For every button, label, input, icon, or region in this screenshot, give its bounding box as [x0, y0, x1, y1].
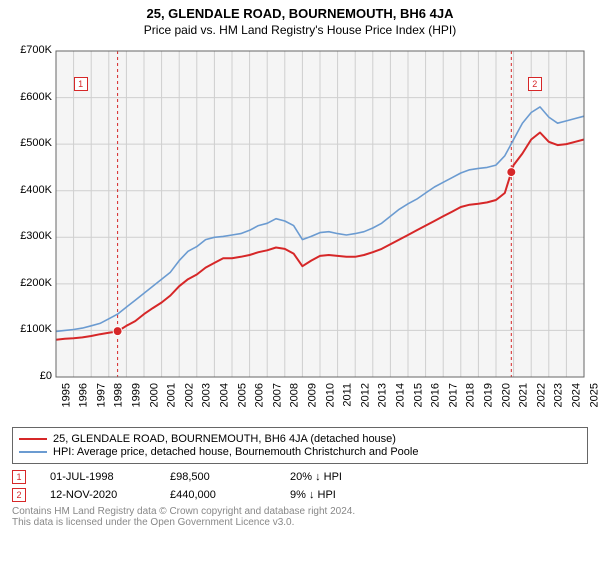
x-axis-label: 2011 [342, 383, 354, 407]
data-point-pct: 9% ↓ HPI [290, 489, 410, 501]
y-axis-label: £200K [20, 277, 52, 289]
x-axis-label: 2007 [271, 383, 283, 407]
x-axis-label: 2001 [166, 383, 178, 407]
data-point-price: £440,000 [170, 489, 290, 501]
legend: 25, GLENDALE ROAD, BOURNEMOUTH, BH6 4JA … [12, 427, 588, 464]
x-axis-label: 2015 [412, 383, 424, 407]
chart-marker-badge: 1 [74, 77, 88, 91]
legend-item: HPI: Average price, detached house, Bour… [19, 446, 581, 458]
x-axis-label: 2004 [218, 383, 230, 407]
y-axis-label: £400K [20, 184, 52, 196]
footer-line-2: This data is licensed under the Open Gov… [12, 517, 588, 528]
data-point-row: 1 01-JUL-1998£98,50020% ↓ HPI [12, 470, 588, 484]
data-point-badge: 1 [12, 470, 26, 484]
data-point-badge: 2 [12, 488, 26, 502]
legend-swatch [19, 451, 47, 453]
chart-marker-badge: 2 [528, 77, 542, 91]
x-axis-label: 1997 [95, 383, 107, 407]
x-axis-label: 2023 [553, 383, 565, 407]
footer-attribution: Contains HM Land Registry data © Crown c… [12, 506, 588, 528]
y-axis-label: £700K [20, 44, 52, 56]
x-axis-label: 2010 [324, 383, 336, 407]
x-axis-label: 2025 [588, 383, 600, 407]
y-axis-label: £100K [20, 323, 52, 335]
footer-line-1: Contains HM Land Registry data © Crown c… [12, 506, 588, 517]
x-axis-label: 2013 [377, 383, 389, 407]
data-point-date: 01-JUL-1998 [50, 471, 170, 483]
x-axis-label: 2016 [430, 383, 442, 407]
x-axis-label: 2006 [254, 383, 266, 407]
legend-label: HPI: Average price, detached house, Bour… [53, 446, 418, 458]
data-point-table: 1 01-JUL-1998£98,50020% ↓ HPI 2 12-NOV-2020… [12, 470, 588, 502]
y-axis-label: £0 [40, 370, 52, 382]
y-axis-label: £600K [20, 91, 52, 103]
chart-title: 25, GLENDALE ROAD, BOURNEMOUTH, BH6 4JA [0, 6, 600, 21]
chart-svg [8, 43, 592, 421]
x-axis-label: 2014 [394, 383, 406, 407]
legend-swatch [19, 438, 47, 440]
data-point-row: 2 12-NOV-2020£440,0009% ↓ HPI [12, 488, 588, 502]
data-point-date: 12-NOV-2020 [50, 489, 170, 501]
x-axis-label: 2021 [518, 383, 530, 407]
data-point-pct: 20% ↓ HPI [290, 471, 410, 483]
x-axis-label: 2020 [500, 383, 512, 407]
x-axis-label: 2003 [201, 383, 213, 407]
x-axis-label: 2000 [148, 383, 160, 407]
x-axis-label: 2008 [289, 383, 301, 407]
legend-item: 25, GLENDALE ROAD, BOURNEMOUTH, BH6 4JA … [19, 433, 581, 445]
x-axis-label: 2002 [183, 383, 195, 407]
x-axis-label: 1996 [78, 383, 90, 407]
chart-area: £0 £100K £200K £300K £400K £500K £600K £700K 199… [8, 43, 592, 421]
x-axis-label: 1999 [130, 383, 142, 407]
x-axis-label: 2017 [447, 383, 459, 407]
x-axis-label: 2009 [306, 383, 318, 407]
x-axis-label: 2022 [535, 383, 547, 407]
x-axis-label: 2024 [570, 383, 582, 407]
x-axis-label: 2018 [465, 383, 477, 407]
legend-label: 25, GLENDALE ROAD, BOURNEMOUTH, BH6 4JA … [53, 433, 396, 445]
x-axis-label: 1995 [60, 383, 72, 407]
x-axis-label: 2012 [359, 383, 371, 407]
x-axis-label: 2019 [482, 383, 494, 407]
x-axis-label: 1998 [113, 383, 125, 407]
x-axis-label: 2005 [236, 383, 248, 407]
y-axis-label: £500K [20, 137, 52, 149]
y-axis-label: £300K [20, 230, 52, 242]
data-point-price: £98,500 [170, 471, 290, 483]
chart-subtitle: Price paid vs. HM Land Registry's House … [0, 23, 600, 37]
